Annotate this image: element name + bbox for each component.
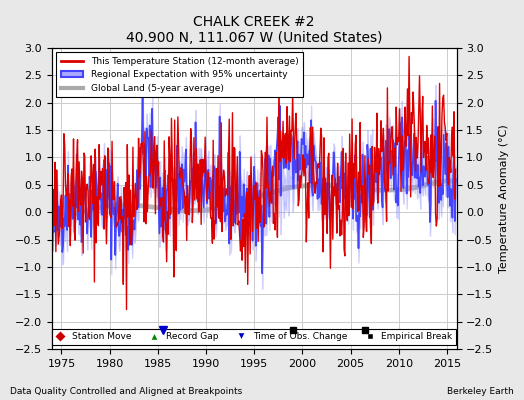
This Temperature Station (12-month average): [200, 157, 206, 162]
Regional Expectation with 95% uncertainty: [453, 176, 459, 181]
This Temperature Station (12-month average): [453, 167, 459, 172]
Line: Regional Expectation with 95% uncertainty: Regional Expectation with 95% uncertaint…: [52, 95, 456, 273]
Y-axis label: Temperature Anomaly (°C): Temperature Anomaly (°C): [499, 124, 509, 273]
Text: Berkeley Earth: Berkeley Earth: [447, 387, 514, 396]
This Temperature Station (12-month average): [49, 197, 55, 202]
Title: CHALK CREEK #2
40.900 N, 111.067 W (United States): CHALK CREEK #2 40.900 N, 111.067 W (Unit…: [126, 15, 383, 45]
Global Land (5-year average): [381, 188, 387, 192]
Regional Expectation with 95% uncertainty: [382, 189, 388, 194]
Regional Expectation with 95% uncertainty: [200, 205, 206, 210]
Regional Expectation with 95% uncertainty: [389, 154, 396, 159]
Regional Expectation with 95% uncertainty: [139, 92, 146, 97]
Global Land (5-year average): [50, 214, 57, 219]
This Temperature Station (12-month average): [285, 140, 291, 145]
Text: Data Quality Controlled and Aligned at Breakpoints: Data Quality Controlled and Aligned at B…: [10, 387, 243, 396]
Regional Expectation with 95% uncertainty: [259, 271, 265, 276]
Global Land (5-year average): [241, 199, 247, 204]
Regional Expectation with 95% uncertainty: [54, 203, 61, 208]
Global Land (5-year average): [453, 178, 459, 183]
Line: Global Land (5-year average): Global Land (5-year average): [52, 181, 456, 216]
Regional Expectation with 95% uncertainty: [286, 167, 292, 172]
This Temperature Station (12-month average): [388, 125, 395, 130]
This Temperature Station (12-month average): [54, 216, 61, 221]
This Temperature Station (12-month average): [406, 54, 412, 59]
Legend: Station Move, Record Gap, Time of Obs. Change, Empirical Break: Station Move, Record Gap, Time of Obs. C…: [52, 328, 456, 345]
Regional Expectation with 95% uncertainty: [241, 182, 247, 187]
This Temperature Station (12-month average): [123, 307, 129, 312]
Global Land (5-year average): [200, 208, 206, 213]
Global Land (5-year average): [285, 186, 291, 191]
Line: This Temperature Station (12-month average): This Temperature Station (12-month avera…: [52, 56, 456, 310]
Global Land (5-year average): [55, 214, 61, 219]
Global Land (5-year average): [444, 178, 451, 183]
Global Land (5-year average): [49, 214, 55, 219]
Regional Expectation with 95% uncertainty: [49, 217, 55, 222]
This Temperature Station (12-month average): [241, 244, 247, 249]
Global Land (5-year average): [388, 188, 395, 192]
This Temperature Station (12-month average): [381, 171, 387, 176]
